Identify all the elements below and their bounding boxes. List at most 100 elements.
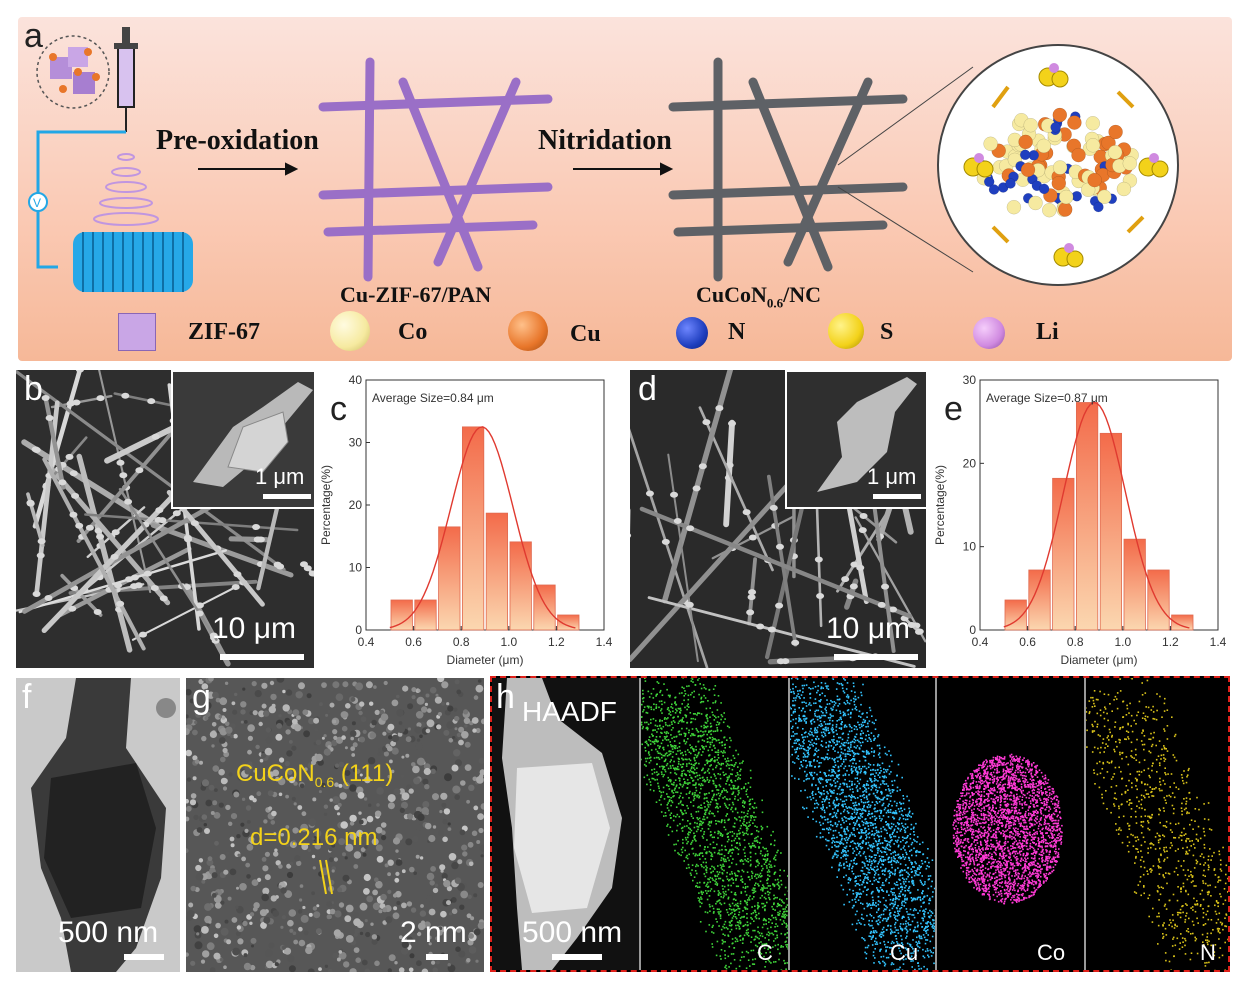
eds-signal [714, 701, 717, 704]
eds-signal [718, 913, 720, 915]
eds-signal [741, 831, 744, 834]
eds-signal [763, 847, 766, 850]
eds-signal [852, 847, 854, 850]
eds-signal [759, 948, 761, 950]
lattice-speckle [262, 865, 269, 872]
x-tick-label: 0.6 [1019, 635, 1036, 649]
eds-signal [795, 738, 798, 741]
eds-signal [686, 763, 688, 765]
eds-signal [794, 699, 797, 702]
lattice-speckle [203, 701, 212, 710]
eds-signal [695, 772, 698, 774]
eds-signal [675, 785, 678, 788]
eds-signal [926, 968, 928, 970]
eds-signal [674, 696, 676, 699]
eds-signal [827, 829, 830, 831]
eds-signal [712, 714, 714, 716]
eds-signal [740, 859, 743, 861]
inset-scale-text-d: 1 μm [867, 464, 917, 489]
eds-signal [753, 963, 756, 965]
eds-signal [836, 774, 838, 777]
eds-signal [893, 850, 896, 853]
eds-signal [700, 804, 702, 806]
eds-signal [783, 914, 785, 916]
eds-signal [660, 709, 662, 712]
eds-signal [693, 836, 695, 839]
eds-signal [742, 910, 744, 912]
lattice-speckle [312, 906, 318, 911]
lattice-speckle [249, 710, 254, 716]
eds-signal [694, 763, 696, 765]
eds-signal [723, 885, 726, 888]
eds-signal [685, 867, 688, 869]
eds-signal [739, 844, 741, 846]
fiber-bead [31, 446, 40, 453]
lattice-speckle [387, 872, 391, 877]
eds-signal [742, 760, 744, 762]
eds-signal [749, 815, 752, 817]
lattice-speckle [323, 812, 328, 816]
eds-signal [883, 837, 886, 839]
lattice-speckle [446, 702, 450, 706]
eds-signal [902, 802, 905, 805]
lattice-speckle [463, 717, 471, 724]
eds-signal [699, 784, 702, 787]
eds-signal [883, 964, 886, 967]
eds-signal [898, 871, 901, 874]
eds-signal [714, 880, 716, 882]
eds-signal [906, 795, 908, 798]
eds-signal [883, 776, 885, 779]
eds-signal [846, 785, 848, 788]
eds-signal [664, 717, 666, 719]
eds-signal [811, 743, 813, 746]
eds-signal [661, 773, 663, 775]
eds-signal [866, 946, 869, 949]
eds-signal [872, 930, 875, 932]
inset-fiber-b [193, 382, 313, 487]
eds-signal [818, 765, 821, 767]
fiber-bead [692, 485, 701, 492]
lattice-speckle [475, 727, 481, 734]
eds-signal [810, 721, 812, 723]
eds-signal [860, 832, 863, 834]
eds-signal [780, 946, 782, 948]
eds-signal [725, 875, 728, 878]
lattice-speckle [254, 690, 262, 698]
lattice-speckle [467, 841, 474, 848]
eds-signal [870, 751, 873, 753]
eds-signal [651, 777, 653, 780]
lattice-speckle [341, 725, 348, 732]
histogram-bar [390, 599, 413, 631]
eds-signal [710, 820, 713, 823]
eds-signal [878, 838, 881, 841]
eds-signal [698, 892, 700, 894]
eds-signal [826, 839, 829, 842]
eds-signal [892, 902, 894, 905]
lattice-speckle [274, 962, 279, 967]
lattice-speckle [477, 882, 484, 888]
eds-signal [860, 723, 863, 726]
eds-signal [735, 909, 738, 911]
fiber-bead [747, 594, 756, 601]
eds-signal [722, 857, 725, 860]
eds-signal [745, 902, 748, 904]
eds-signal [808, 748, 810, 750]
lattice-speckle [423, 921, 431, 929]
eds-signal [720, 857, 723, 859]
eds-signal [684, 706, 686, 709]
eds-signal [679, 707, 682, 710]
eds-signal [829, 778, 832, 781]
eds-signal [723, 892, 726, 895]
eds-signal [834, 785, 837, 788]
fiber [68, 579, 258, 595]
lattice-speckle [192, 729, 198, 736]
lattice-speckle [256, 791, 262, 797]
eds-signal [925, 929, 928, 932]
eds-signal [747, 861, 750, 863]
eds-signal [659, 735, 661, 738]
eds-signal [641, 703, 643, 706]
lattice-speckle [369, 701, 374, 706]
lattice-speckle [363, 873, 371, 882]
eds-signal [765, 943, 767, 945]
eds-signal [716, 908, 719, 910]
